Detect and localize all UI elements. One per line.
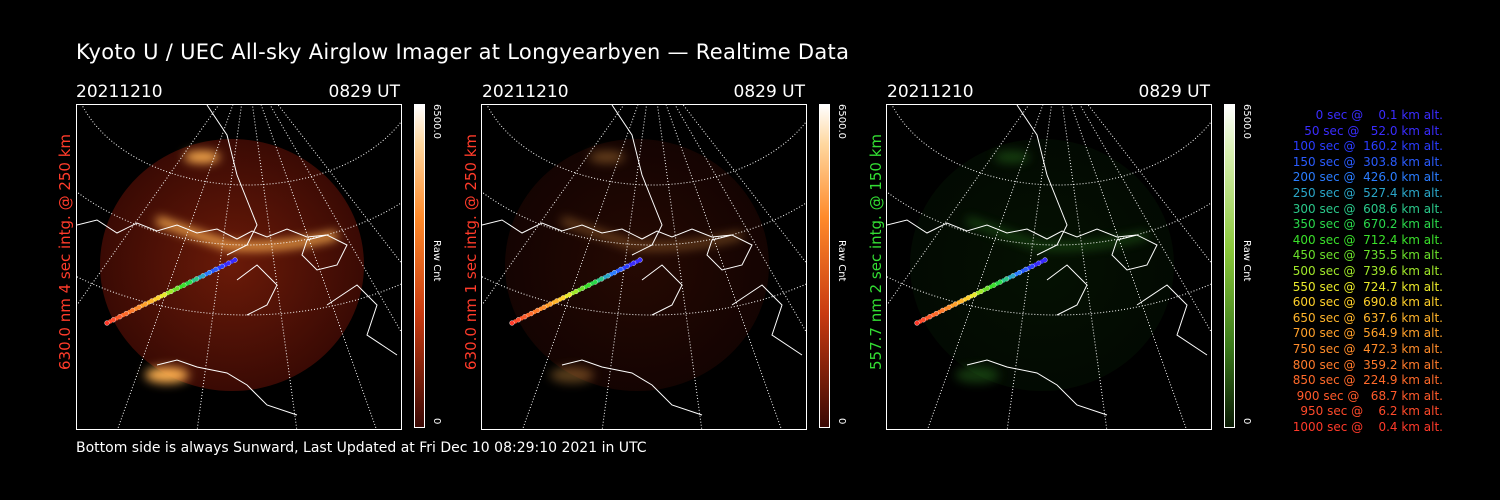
coastline	[1016, 105, 1068, 256]
legend-entry: 300 sec @ 608.6 km alt.	[1288, 201, 1443, 216]
panel-1-colorbar	[414, 104, 425, 428]
panel-3-colorbar	[1224, 104, 1235, 428]
legend-entry: 50 sec @ 52.0 km alt.	[1296, 123, 1443, 138]
coastline	[482, 219, 733, 240]
coastline	[731, 284, 803, 356]
coastline	[611, 105, 663, 256]
panel-3-date: 20211210	[887, 82, 974, 102]
coastline	[966, 359, 1108, 416]
longitude-line	[269, 105, 401, 333]
legend-entry: 950 sec @ 6.2 km alt.	[1296, 404, 1443, 419]
aurora-arc	[155, 216, 338, 251]
legend-entry: 500 sec @ 739.6 km alt.	[1288, 263, 1443, 278]
panel-2-colorbar-max: 6500.0	[836, 104, 847, 139]
coastline	[641, 264, 683, 316]
sky-disc	[505, 139, 769, 391]
panel-2-label: 630.0 nm 1 sec intg. @ 250 km	[462, 133, 480, 370]
legend-entry: 400 sec @ 712.4 km alt.	[1288, 232, 1443, 247]
island-outline	[301, 234, 348, 271]
trajectory-point	[104, 320, 110, 326]
legend-entry: 250 sec @ 527.4 km alt.	[1288, 185, 1443, 200]
panel-1-colorbar-min: 0	[431, 418, 442, 425]
legend-entry: 800 sec @ 359.2 km alt.	[1288, 357, 1443, 372]
sky-disc	[910, 139, 1174, 391]
panel-2-time: 0829 UT	[733, 82, 806, 102]
legend-entry: 100 sec @ 160.2 km alt.	[1288, 139, 1443, 154]
footer-status: Bottom side is always Sunward, Last Upda…	[76, 440, 647, 456]
legend-entry: 450 sec @ 735.5 km alt.	[1288, 248, 1443, 263]
longitude-line	[482, 105, 625, 306]
panel-3-colorbar-unit: Raw Cnt	[1241, 240, 1252, 282]
panel-1-image	[76, 104, 402, 430]
legend-entry: 850 sec @ 224.9 km alt.	[1288, 373, 1443, 388]
legend-entry: 750 sec @ 472.3 km alt.	[1288, 341, 1443, 356]
panel-1-label: 630.0 nm 4 sec intg. @ 250 km	[56, 133, 74, 370]
longitude-line	[277, 105, 401, 264]
legend-entry: 650 sec @ 637.6 km alt.	[1288, 310, 1443, 325]
coastline	[326, 284, 398, 356]
panel-3-colorbar-max: 6500.0	[1241, 104, 1252, 139]
panel-1-date: 20211210	[76, 82, 163, 102]
coastline	[156, 359, 298, 416]
legend-entry: 200 sec @ 426.0 km alt.	[1288, 170, 1443, 185]
panel-2-colorbar-unit: Raw Cnt	[836, 240, 847, 282]
panel-2-colorbar-min: 0	[836, 418, 847, 425]
coastline	[1136, 284, 1208, 356]
longitude-line	[674, 105, 806, 333]
page-title: Kyoto U / UEC All-sky Airglow Imager at …	[76, 40, 850, 64]
aurora-spot	[955, 367, 999, 383]
panel-3-colorbar-min: 0	[1241, 418, 1252, 425]
legend-entry: 900 sec @ 68.7 km alt.	[1292, 388, 1443, 403]
aurora-arc	[560, 216, 743, 251]
legend-entry: 1000 sec @ 0.4 km alt.	[1292, 419, 1443, 434]
longitude-line	[887, 105, 1030, 306]
coastline	[561, 359, 703, 416]
panel-2-colorbar	[819, 104, 830, 428]
coastline	[1046, 264, 1088, 316]
aurora-spot	[589, 151, 625, 163]
legend-entry: 150 sec @ 303.8 km alt.	[1288, 154, 1443, 169]
trajectory-legend: 0 sec @ 0.1 km alt. 50 sec @ 52.0 km alt…	[1255, 108, 1443, 435]
aurora-spot	[994, 151, 1030, 163]
panel-1-time: 0829 UT	[328, 82, 401, 102]
panel-1-colorbar-max: 6500.0	[431, 104, 442, 139]
legend-entry: 0 sec @ 0.1 km alt.	[1304, 108, 1443, 122]
island-outline	[1111, 234, 1158, 271]
coastline	[206, 105, 258, 256]
coastline	[887, 219, 1138, 240]
trajectory-point	[914, 320, 920, 326]
aurora-spot	[145, 367, 189, 383]
longitude-line	[1079, 105, 1211, 333]
coastline	[236, 264, 278, 316]
aurora-spot	[550, 367, 594, 383]
panel-2-image	[481, 104, 807, 430]
legend-entry: 600 sec @ 690.8 km alt.	[1288, 295, 1443, 310]
panel-3-image	[886, 104, 1212, 430]
longitude-line	[1087, 105, 1211, 264]
panel-2-date: 20211210	[482, 82, 569, 102]
panel-3-label: 557.7 nm 2 sec intg. @ 150 km	[867, 133, 885, 370]
panel-3-time: 0829 UT	[1138, 82, 1211, 102]
legend-entry: 350 sec @ 670.2 km alt.	[1288, 217, 1443, 232]
sky-disc	[100, 139, 364, 391]
longitude-line	[77, 105, 220, 306]
coastline	[77, 219, 328, 240]
legend-entry: 550 sec @ 724.7 km alt.	[1288, 279, 1443, 294]
aurora-arc	[965, 216, 1148, 251]
longitude-line	[682, 105, 806, 264]
trajectory-point	[509, 320, 515, 326]
legend-entry: 700 sec @ 564.9 km alt.	[1288, 326, 1443, 341]
island-outline	[706, 234, 753, 271]
aurora-spot	[184, 151, 220, 163]
panel-1-colorbar-unit: Raw Cnt	[431, 240, 442, 282]
